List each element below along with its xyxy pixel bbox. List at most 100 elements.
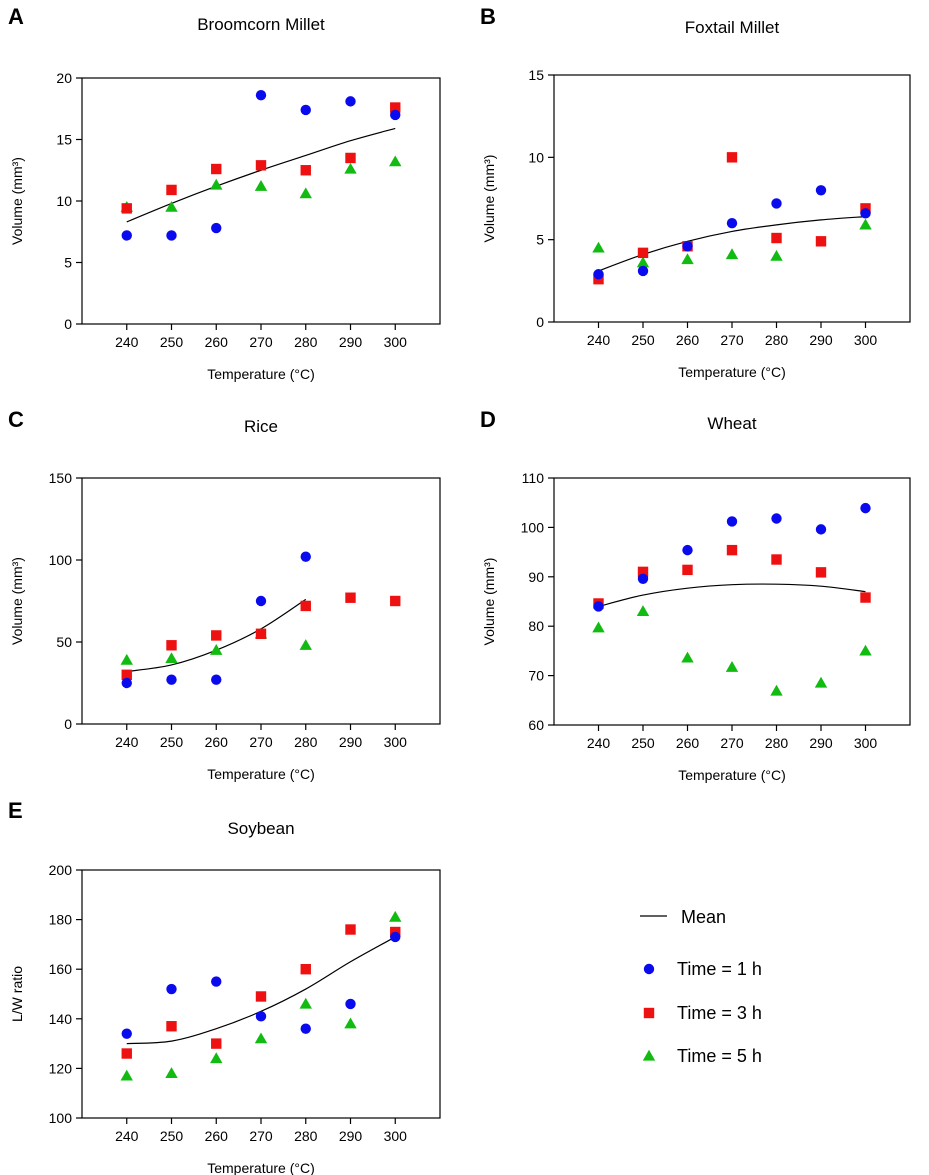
data-point-time-3h [726, 544, 738, 556]
plot-frame [553, 74, 911, 323]
data-point-time-1h [593, 601, 604, 612]
legend-label-mean: Mean [681, 907, 726, 927]
data-point-time-3h [815, 236, 827, 247]
data-point-time-5h [389, 910, 402, 922]
y-tick-label: 100 [521, 519, 545, 535]
x-tick-label: 290 [809, 332, 833, 348]
chart-title: Foxtail Millet [685, 18, 780, 37]
x-tick-label: 300 [854, 735, 878, 751]
data-point-time-5h [299, 187, 312, 199]
data-point-time-3h [211, 1038, 222, 1049]
x-tick-label: 290 [809, 735, 833, 751]
data-point-time-5h [814, 676, 828, 688]
data-point-time-1h [121, 677, 132, 689]
y-tick-label: 15 [56, 132, 72, 148]
data-point-time-3h [637, 247, 649, 259]
legend-marker-time-3h [643, 1007, 655, 1019]
y-tick-label: 160 [49, 961, 73, 977]
y-tick-label: 80 [528, 618, 544, 634]
data-point-time-5h [210, 178, 223, 190]
x-tick-label: 250 [631, 735, 655, 751]
y-axis-label: L/W ratio [9, 966, 25, 1022]
data-point-time-1h [300, 551, 311, 562]
y-tick-label: 10 [56, 193, 72, 209]
y-tick-label: 0 [64, 316, 72, 332]
y-tick-label: 10 [528, 149, 544, 165]
x-axis-label: Temperature (°C) [678, 767, 786, 783]
y-tick-label: 0 [536, 314, 544, 330]
plot-frame [81, 77, 441, 325]
data-point-time-1h [726, 516, 738, 527]
y-axis-label: Volume (mm³) [481, 155, 497, 243]
y-axis-label: Volume (mm³) [9, 557, 25, 645]
data-point-time-5h [120, 1069, 133, 1081]
x-axis-label: Temperature (°C) [678, 364, 786, 380]
x-tick-label: 260 [205, 334, 229, 350]
x-tick-label: 240 [587, 735, 611, 751]
data-point-time-1h [166, 983, 177, 995]
legend-marker-time-1h [643, 963, 655, 975]
plot-frame [553, 477, 911, 726]
x-tick-label: 250 [631, 332, 655, 348]
data-point-time-5h [770, 249, 783, 261]
x-tick-label: 260 [205, 734, 229, 750]
y-tick-label: 180 [49, 912, 73, 928]
data-point-time-5h [120, 653, 133, 665]
data-point-time-5h [770, 684, 783, 696]
x-tick-label: 280 [294, 1128, 318, 1144]
data-point-time-1h [593, 269, 604, 280]
data-point-time-3h [211, 163, 222, 175]
chart-panel-b: B Foxtail Millet 0 5 10 15 240 250 260 270 280 290 3… [480, 4, 911, 380]
y-tick-label: 140 [49, 1011, 73, 1027]
x-tick-label: 260 [205, 1128, 229, 1144]
data-point-time-3h [166, 1021, 177, 1032]
chart-title: Rice [244, 417, 278, 436]
data-point-time-5h [592, 621, 605, 633]
data-point-time-1h [255, 90, 267, 101]
y-axis-label: Volume (mm³) [9, 157, 25, 245]
data-point-time-5h [681, 651, 694, 663]
data-point-time-1h [637, 265, 649, 277]
y-tick-label: 0 [64, 716, 72, 732]
data-point-time-3h [771, 554, 782, 565]
data-point-time-1h [345, 96, 356, 107]
data-point-time-5h [210, 1052, 223, 1064]
y-tick-label: 200 [49, 862, 73, 878]
data-point-time-5h [725, 248, 739, 260]
data-point-time-5h [636, 256, 650, 268]
data-point-time-1h [815, 524, 827, 535]
data-point-time-3h [300, 964, 311, 975]
y-tick-label: 15 [528, 67, 544, 83]
panel-letter: D [480, 407, 496, 432]
data-point-time-5h [210, 644, 223, 655]
panel-letter: E [8, 798, 23, 823]
data-point-time-1h [345, 998, 356, 1010]
mean-line [598, 583, 866, 608]
data-point-time-1h [255, 595, 267, 607]
data-point-time-3h [300, 165, 311, 176]
data-point-time-1h [166, 674, 177, 685]
data-point-time-1h [726, 218, 738, 229]
chart-panel-a: A Broomcorn Millet 0 5 10 15 20 240 250 260 270 280… [8, 4, 441, 382]
x-tick-label: 240 [115, 734, 139, 750]
data-point-time-3h [637, 566, 649, 578]
legend-label-time-1h: Time = 1 h [677, 959, 762, 979]
x-tick-label: 300 [384, 334, 408, 350]
data-point-time-5h [165, 652, 178, 664]
legend-label-time-3h: Time = 3 h [677, 1003, 762, 1023]
y-tick-label: 150 [49, 470, 73, 486]
x-tick-label: 290 [339, 334, 363, 350]
data-point-time-5h [389, 155, 402, 167]
data-point-time-5h [254, 1032, 268, 1044]
x-tick-label: 260 [676, 332, 700, 348]
data-point-time-1h [255, 1011, 267, 1022]
data-point-time-1h [682, 544, 693, 556]
data-point-time-5h [859, 218, 872, 230]
panel-letter: C [8, 407, 24, 432]
x-tick-label: 280 [294, 334, 318, 350]
y-tick-label: 5 [64, 255, 72, 271]
y-axis-label: Volume (mm³) [481, 558, 497, 646]
x-tick-label: 300 [384, 734, 408, 750]
chart-title: Soybean [227, 819, 294, 838]
